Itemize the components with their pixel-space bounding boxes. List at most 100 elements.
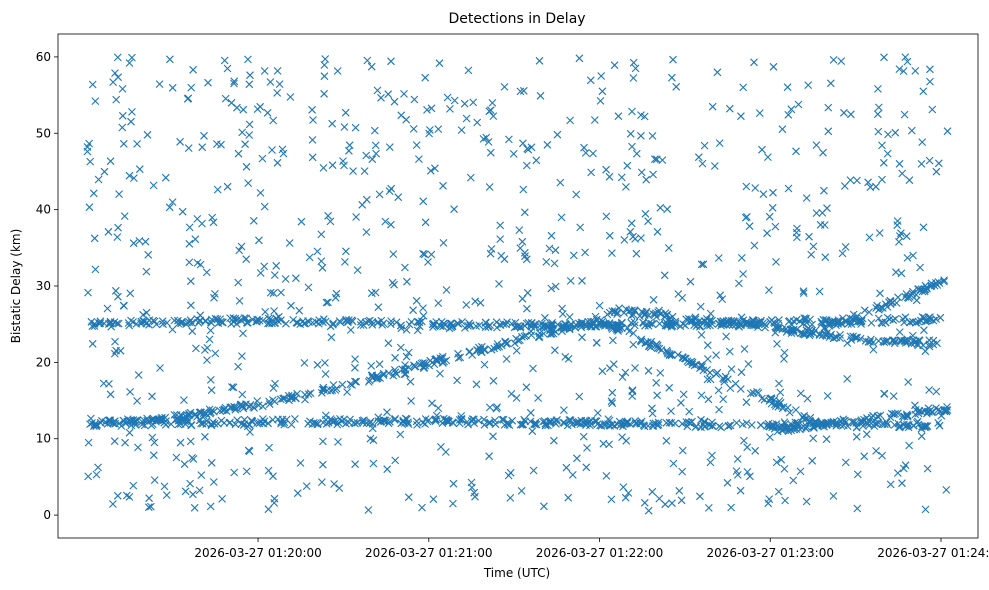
data-point bbox=[677, 398, 685, 407]
data-point bbox=[781, 496, 789, 505]
data-point bbox=[450, 205, 458, 214]
data-point bbox=[394, 193, 403, 202]
data-point bbox=[165, 203, 174, 212]
data-point bbox=[309, 116, 317, 124]
data-point bbox=[518, 237, 527, 246]
data-point bbox=[860, 306, 869, 315]
data-point bbox=[864, 178, 872, 187]
data-point bbox=[521, 252, 529, 261]
data-point bbox=[532, 156, 541, 165]
data-point bbox=[550, 417, 558, 426]
data-point bbox=[453, 376, 461, 385]
data-point bbox=[259, 316, 267, 325]
data-point bbox=[368, 371, 377, 380]
data-point bbox=[830, 317, 839, 326]
data-point bbox=[746, 389, 755, 398]
data-point bbox=[234, 278, 243, 287]
data-point bbox=[491, 416, 499, 425]
data-point bbox=[767, 399, 776, 408]
data-point bbox=[905, 176, 914, 185]
data-point bbox=[678, 467, 687, 476]
data-point bbox=[610, 61, 619, 70]
data-point bbox=[572, 320, 580, 329]
data-point bbox=[672, 82, 681, 91]
data-point bbox=[302, 482, 311, 490]
data-point bbox=[496, 221, 505, 230]
data-point bbox=[917, 160, 926, 168]
data-point bbox=[899, 67, 908, 75]
data-point bbox=[360, 167, 369, 175]
data-point bbox=[470, 488, 479, 497]
data-point bbox=[545, 244, 554, 253]
data-point bbox=[873, 412, 882, 421]
data-point bbox=[529, 466, 538, 475]
data-point bbox=[732, 467, 741, 475]
data-point bbox=[523, 288, 532, 297]
data-point bbox=[936, 313, 945, 322]
data-point bbox=[579, 432, 588, 441]
data-point bbox=[135, 165, 144, 174]
data-point bbox=[253, 105, 262, 113]
data-point bbox=[296, 459, 305, 467]
data-point bbox=[318, 263, 327, 272]
data-point bbox=[134, 443, 142, 452]
data-point bbox=[692, 422, 701, 431]
data-point bbox=[397, 321, 405, 330]
data-point bbox=[404, 493, 413, 502]
data-point bbox=[527, 327, 535, 336]
data-point bbox=[265, 319, 274, 328]
data-point bbox=[210, 407, 218, 416]
data-point bbox=[664, 320, 672, 329]
data-point bbox=[665, 350, 674, 358]
data-point bbox=[605, 172, 614, 181]
data-point bbox=[837, 57, 846, 65]
data-point bbox=[434, 125, 443, 133]
data-point bbox=[901, 337, 910, 346]
data-point bbox=[792, 147, 800, 156]
x-tick-label: 2026-03-27 01:24:00 bbox=[877, 546, 989, 560]
data-point bbox=[485, 183, 494, 191]
data-point bbox=[403, 277, 411, 286]
data-point bbox=[273, 67, 282, 75]
data-point bbox=[104, 227, 113, 236]
data-point bbox=[837, 319, 846, 328]
data-point bbox=[486, 148, 495, 157]
data-point bbox=[923, 422, 932, 430]
data-point bbox=[667, 407, 675, 415]
data-point bbox=[522, 161, 531, 170]
data-point bbox=[829, 417, 838, 426]
data-point bbox=[127, 117, 135, 126]
data-point bbox=[818, 209, 827, 217]
data-point bbox=[124, 319, 133, 327]
data-point bbox=[736, 486, 745, 495]
data-point bbox=[804, 81, 813, 89]
data-point bbox=[597, 72, 606, 80]
data-point bbox=[750, 241, 759, 250]
data-point bbox=[367, 289, 376, 298]
data-point bbox=[264, 319, 272, 328]
data-point bbox=[457, 412, 466, 420]
data-point bbox=[894, 293, 902, 302]
data-point bbox=[319, 437, 327, 446]
data-point bbox=[884, 130, 892, 139]
data-point bbox=[496, 321, 505, 329]
data-point bbox=[531, 420, 539, 429]
data-point bbox=[123, 415, 132, 423]
data-point bbox=[733, 455, 742, 463]
data-point bbox=[119, 139, 128, 148]
data-point bbox=[241, 140, 249, 149]
data-point bbox=[367, 62, 376, 71]
data-point bbox=[246, 71, 254, 80]
data-point bbox=[131, 418, 139, 427]
data-point bbox=[629, 74, 638, 82]
data-point bbox=[186, 479, 194, 488]
data-point bbox=[400, 370, 409, 379]
data-point bbox=[507, 390, 516, 398]
data-point bbox=[648, 132, 657, 140]
data-point bbox=[883, 420, 892, 429]
data-point bbox=[489, 376, 498, 385]
data-point bbox=[486, 249, 495, 258]
data-point bbox=[342, 247, 350, 256]
data-point bbox=[820, 186, 828, 195]
data-point bbox=[715, 139, 724, 147]
